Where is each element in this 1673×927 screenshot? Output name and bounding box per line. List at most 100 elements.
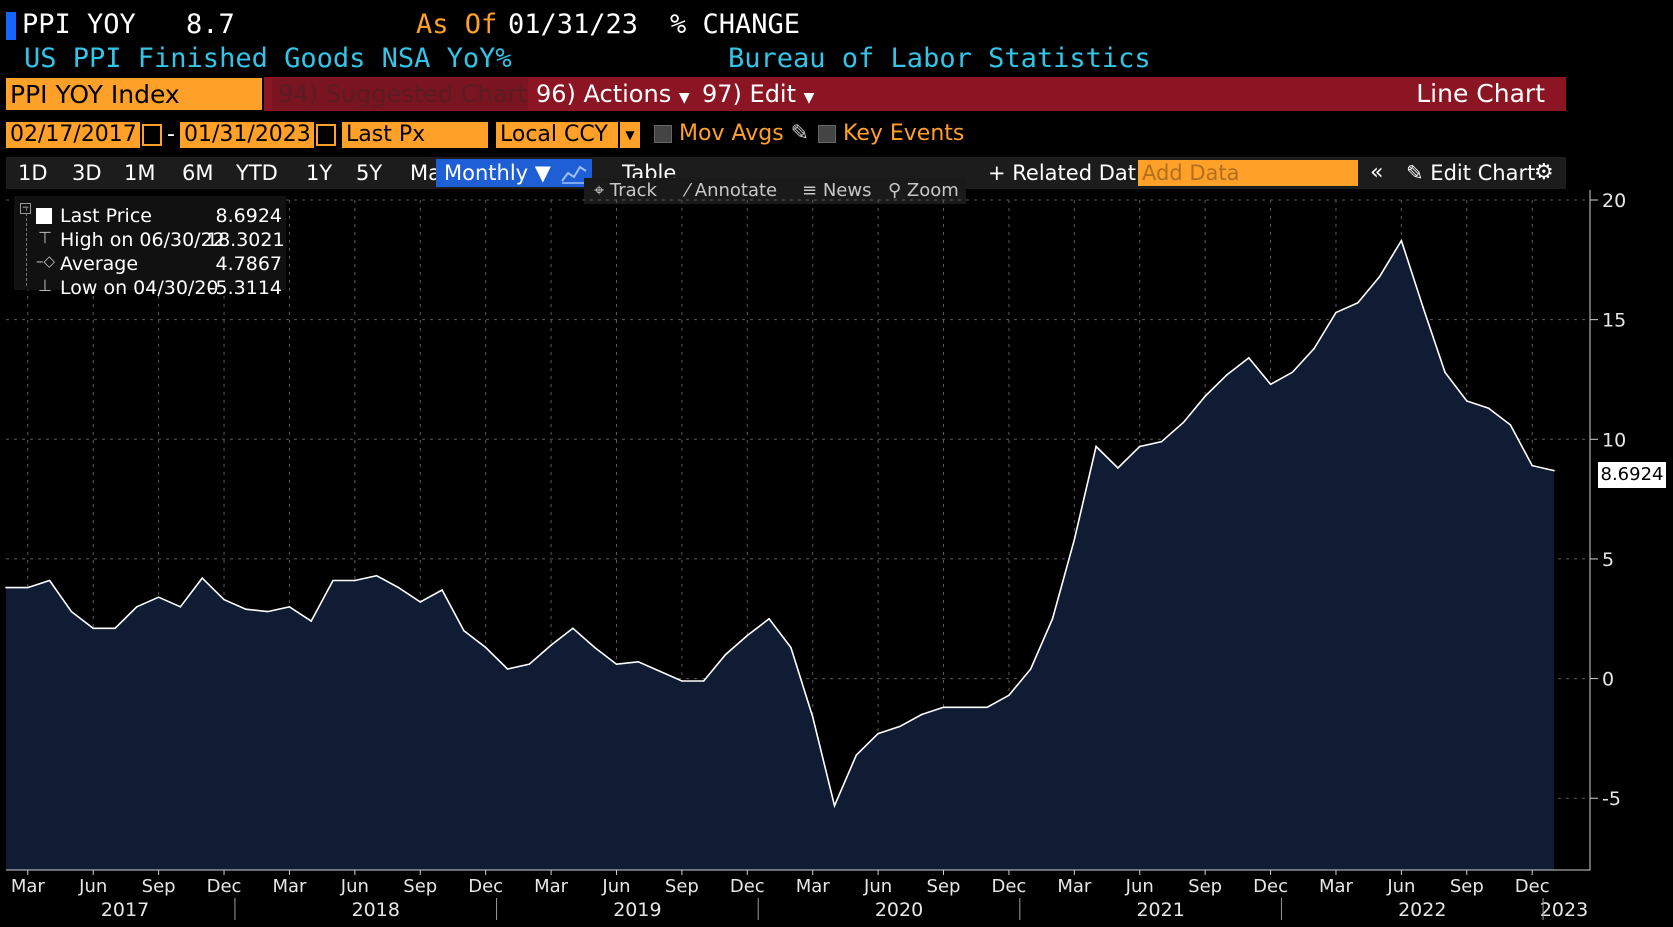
date-separator: - [167,122,175,147]
x-tick-label: Jun [863,876,892,897]
white-square-icon [36,208,52,224]
x-tick-label: Jun [1386,876,1415,897]
annotate-tool[interactable]: ⁄ Annotate [686,180,777,201]
key-events-toggle[interactable]: Key Events [818,121,964,146]
data-point [768,618,770,620]
range-button-1m[interactable]: 1M [124,161,156,185]
data-point [920,713,923,716]
year-label: 2021 [1136,899,1184,921]
header-value: 8.7 [186,9,235,40]
y-tick-label: 5 [1602,549,1614,571]
year-label: 2018 [352,899,400,921]
range-button-ytd[interactable]: YTD [236,161,278,185]
zoom-tool[interactable]: ⚲ Zoom [888,180,959,201]
data-point [441,589,443,591]
x-tick-label: Dec [207,876,242,897]
change-label: % CHANGE [670,9,801,40]
calendar-icon[interactable] [142,124,162,146]
zoom-label: Zoom [906,180,959,201]
last-price-tag: 8.6924 [1598,462,1666,488]
x-tick-label: Dec [730,876,765,897]
collapse-legend-icon[interactable]: − [20,203,31,214]
range-button-5y[interactable]: 5Y [356,161,383,185]
data-point [528,663,531,665]
news-label: News [822,180,872,201]
x-tick-label: Dec [468,876,503,897]
data-point [1400,239,1403,242]
range-button-3d[interactable]: 3D [72,161,102,185]
legend-last-value: 8.6924 [215,205,282,227]
frequency-label: Monthly [444,161,529,185]
news-tool[interactable]: ≡ News [802,180,871,201]
data-point [245,608,247,610]
related-data-button[interactable]: + Related Dat [988,161,1136,185]
y-tick-label: 0 [1602,669,1614,691]
line-chart-label[interactable]: Line Chart [1416,79,1545,108]
x-tick-label: Dec [1515,876,1550,897]
data-point [1095,445,1097,448]
suggested-charts-button[interactable]: 94) Suggested Charts [272,78,546,110]
data-point [1487,407,1490,410]
data-point [375,574,378,577]
frequency-select[interactable]: Monthly ▼ [436,159,556,187]
low-icon: ⊥ [38,276,52,295]
actions-button[interactable]: 96) Actions ▼ [528,78,698,110]
gear-icon[interactable]: ⚙ [1534,160,1554,185]
year-label: 2023 [1540,899,1588,921]
x-tick-label: Dec [1253,876,1288,897]
data-point [310,620,313,622]
data-point [1182,421,1185,424]
annotate-label: Annotate [694,180,778,201]
start-date-field[interactable]: 02/17/2017 [6,122,140,148]
range-button-6m[interactable]: 6M [182,161,214,185]
series-area [6,240,1554,871]
actions-label: 96) Actions [536,80,672,108]
data-point [484,646,487,649]
data-point [354,579,356,582]
data-point [1531,464,1533,467]
data-point [572,627,574,630]
annotate-icon: ⁄ [686,180,690,201]
x-tick-label: Sep [1450,876,1484,897]
x-tick-label: Mar [11,876,46,897]
field-select[interactable]: Last Px [342,122,488,148]
crosshair-icon: ⌖ [594,180,605,201]
series-line [6,238,1555,809]
edit-button[interactable]: 97) Edit ▼ [694,78,823,110]
year-label: 2017 [101,899,149,921]
y-tick-label: 10 [1602,429,1626,451]
data-point [201,577,203,579]
data-point [5,586,7,589]
x-tick-label: Mar [534,876,569,897]
currency-dropdown-icon[interactable]: ▼ [620,122,640,148]
mov-avgs-toggle[interactable]: Mov Avgs ✎ [654,121,809,146]
data-point [70,610,73,613]
y-tick-label: -5 [1602,788,1621,810]
data-point [593,646,596,649]
legend-high-label: High on 06/30/22 [60,229,225,251]
collapse-icon[interactable]: « [1370,160,1384,185]
data-point [266,610,269,613]
end-date-field[interactable]: 01/31/2023 [180,122,314,148]
data-point [1553,469,1555,472]
high-icon: ⊤ [38,228,52,247]
data-point [1291,371,1294,374]
track-tool[interactable]: ⌖ Track [594,180,657,201]
data-point [48,579,51,582]
x-tick-label: Jun [340,876,369,897]
as-of-date: 01/31/23 [508,9,639,40]
currency-select[interactable]: Local CCY [496,122,618,148]
x-tick-label: Mar [1057,876,1092,897]
range-button-1y[interactable]: 1Y [306,161,333,185]
checkbox-icon [818,125,836,143]
legend-avg-label: Average [60,253,139,275]
data-point [1051,618,1054,620]
calendar-icon[interactable] [316,124,336,146]
subtitle: US PPI Finished Goods NSA YoY% [24,43,512,74]
edit-chart-button[interactable]: ✎ Edit Chart [1406,158,1535,188]
add-data-input[interactable]: Add Data [1138,160,1358,186]
security-field[interactable]: PPI YOY Index [6,78,262,110]
data-point [1117,467,1119,469]
range-button-1d[interactable]: 1D [18,161,48,185]
data-point [942,706,945,709]
